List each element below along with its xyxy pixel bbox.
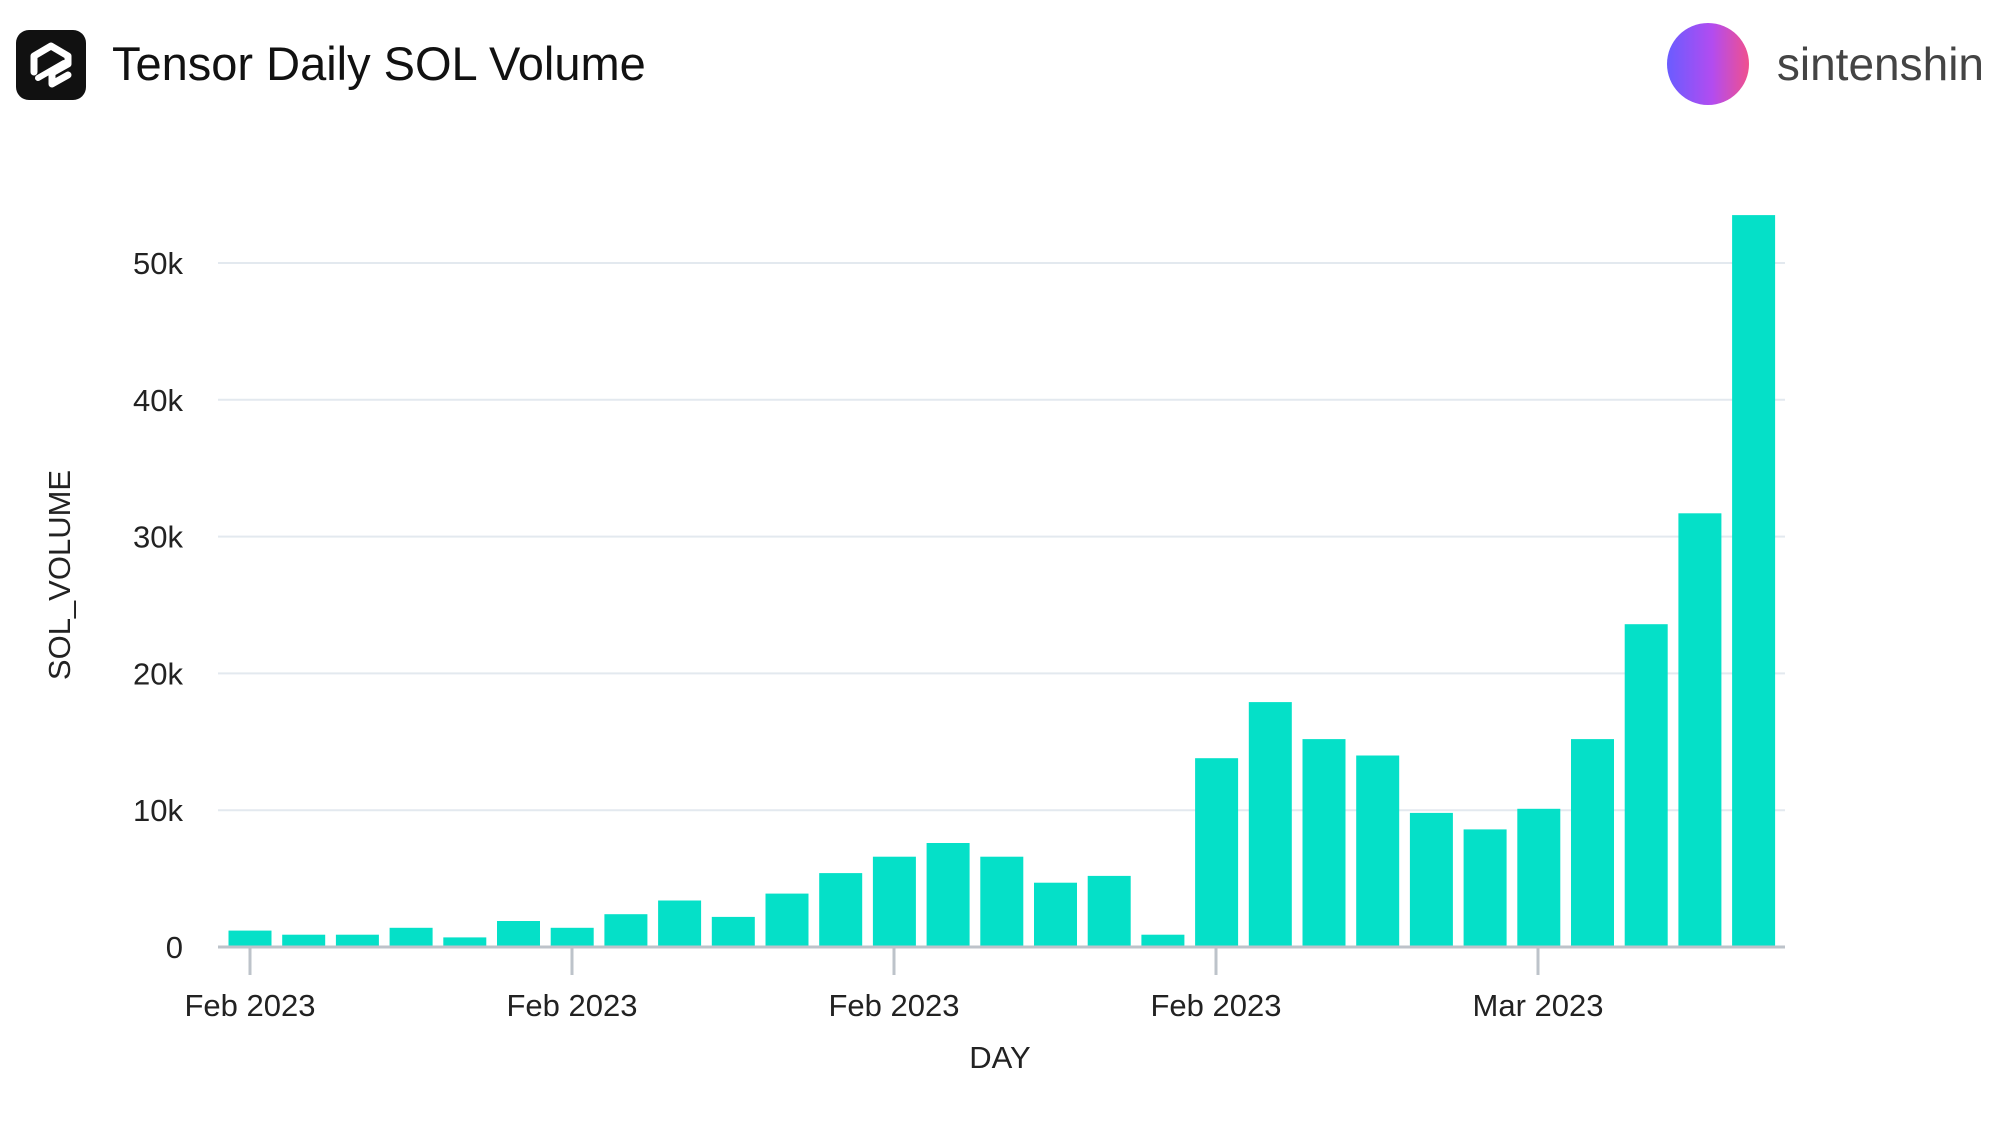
bar[interactable] bbox=[1624, 624, 1668, 947]
y-tick-label: 0 bbox=[166, 930, 183, 965]
bar[interactable] bbox=[1409, 812, 1453, 947]
bar[interactable] bbox=[980, 856, 1024, 947]
x-axis-label: DAY bbox=[969, 1040, 1030, 1075]
bar[interactable] bbox=[1141, 934, 1185, 947]
bar[interactable] bbox=[443, 937, 487, 947]
chart-title: Tensor Daily SOL Volume bbox=[112, 37, 646, 90]
x-tick-label: Feb 2023 bbox=[507, 988, 638, 1023]
bar[interactable] bbox=[335, 934, 379, 947]
bar[interactable] bbox=[1195, 758, 1239, 947]
bar[interactable] bbox=[1356, 755, 1400, 948]
bar[interactable] bbox=[926, 843, 970, 947]
x-tick-label: Feb 2023 bbox=[829, 988, 960, 1023]
bar[interactable] bbox=[1248, 702, 1292, 947]
x-tick-label: Feb 2023 bbox=[1151, 988, 1282, 1023]
gradient-avatar-icon[interactable] bbox=[1666, 23, 1749, 105]
gridlines bbox=[218, 262, 1785, 812]
bar[interactable] bbox=[819, 873, 863, 947]
x-tick-label: Feb 2023 bbox=[185, 988, 316, 1023]
y-tick-label: 40k bbox=[133, 383, 183, 418]
bar[interactable] bbox=[658, 900, 702, 948]
tensor-logo-icon bbox=[16, 30, 86, 100]
bar[interactable] bbox=[1087, 875, 1131, 947]
y-tick-label: 10k bbox=[133, 793, 183, 828]
bar[interactable] bbox=[604, 914, 648, 947]
y-axis-label: SOL_VOLUME bbox=[42, 470, 77, 680]
username[interactable]: sintenshin bbox=[1776, 38, 1984, 90]
bar[interactable] bbox=[872, 856, 916, 947]
bar[interactable] bbox=[1678, 513, 1722, 947]
bar[interactable] bbox=[497, 921, 540, 947]
bar[interactable] bbox=[550, 927, 594, 947]
chart-header: Tensor Daily SOL Volume sintenshin bbox=[0, 0, 2000, 130]
bar[interactable] bbox=[765, 893, 809, 947]
bar[interactable] bbox=[1517, 808, 1561, 947]
y-tick-label: 30k bbox=[133, 520, 183, 555]
bar[interactable] bbox=[389, 927, 433, 947]
bar[interactable] bbox=[1732, 215, 1776, 948]
bar[interactable] bbox=[1571, 739, 1614, 947]
bar[interactable] bbox=[282, 934, 326, 947]
x-tick-label: Mar 2023 bbox=[1473, 988, 1604, 1023]
y-tick-label: 50k bbox=[133, 246, 183, 281]
bar[interactable] bbox=[1034, 882, 1077, 947]
axes: 0 10k 20k 30k 40k 50k Feb 2023 Feb 2023 Feb 2023… bbox=[133, 246, 1785, 1023]
y-tick-label: 20k bbox=[133, 656, 183, 691]
bar[interactable] bbox=[1302, 739, 1346, 947]
bar[interactable] bbox=[711, 916, 755, 947]
bars bbox=[228, 215, 1776, 948]
user-profile[interactable]: sintenshin bbox=[1666, 22, 1984, 106]
bar[interactable] bbox=[1463, 829, 1507, 947]
bar[interactable] bbox=[228, 930, 272, 947]
